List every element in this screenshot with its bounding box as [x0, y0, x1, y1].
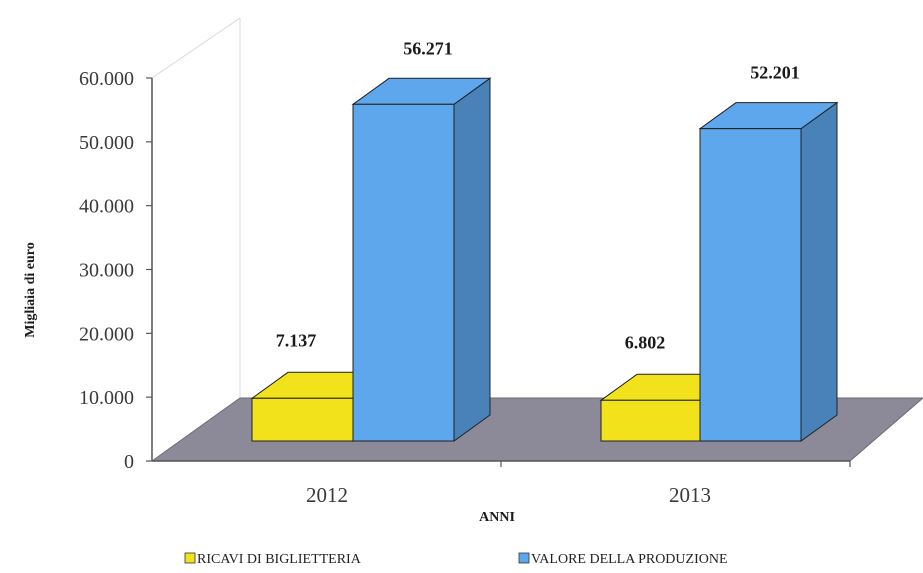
legend-item-ricavi: RICAVI DI BIGLIETTERIA [184, 552, 362, 567]
legend-swatch-ricavi [184, 552, 196, 564]
y-tick-label: 30.000 [79, 260, 134, 282]
legend: RICAVI DI BIGLIETTERIA VALORE DELLA PROD… [184, 552, 728, 567]
chart-axes: 0 10.000 20.000 30.000 40.000 50.000 60.000 201… [79, 68, 851, 507]
bar-front-face [251, 397, 354, 442]
data-label: 7.137 [276, 330, 317, 350]
bar-valore-2013 [698, 101, 839, 442]
data-label: 6.802 [625, 332, 666, 352]
y-tick-label: 0 [124, 451, 134, 473]
y-tick-label: 20.000 [79, 323, 134, 345]
legend-item-valore: VALORE DELLA PRODUZIONE [518, 552, 728, 567]
bar-side-face [453, 77, 491, 442]
legend-label-ricavi: RICAVI DI BIGLIETTERIA [197, 552, 362, 567]
data-label: 52.201 [750, 63, 800, 83]
y-tick-label: 40.000 [79, 196, 134, 218]
legend-swatch-valore [518, 552, 530, 564]
chart-bars [250, 77, 839, 442]
y-axis-title: Migliaia di euro [23, 242, 38, 337]
bar-side-face [800, 101, 838, 442]
bar-front-face [352, 103, 455, 442]
y-tick-label: 10.000 [79, 387, 134, 409]
y-tick-label: 50.000 [79, 132, 134, 154]
chart-labels: 7.137 56.271 6.802 52.201 [276, 38, 800, 352]
y-tick-label: 60.000 [79, 68, 134, 90]
bar-front-face [699, 128, 802, 442]
side-wall-top-edge [151, 17, 241, 79]
x-axis-title: ANNI [479, 510, 515, 525]
x-tick-label: 2012 [306, 483, 348, 507]
legend-label-valore: VALORE DELLA PRODUZIONE [531, 552, 728, 567]
x-tick-label: 2013 [669, 483, 711, 507]
bar-front-face [600, 399, 703, 442]
data-label: 56.271 [403, 38, 453, 58]
bar-valore-2012 [351, 77, 492, 442]
